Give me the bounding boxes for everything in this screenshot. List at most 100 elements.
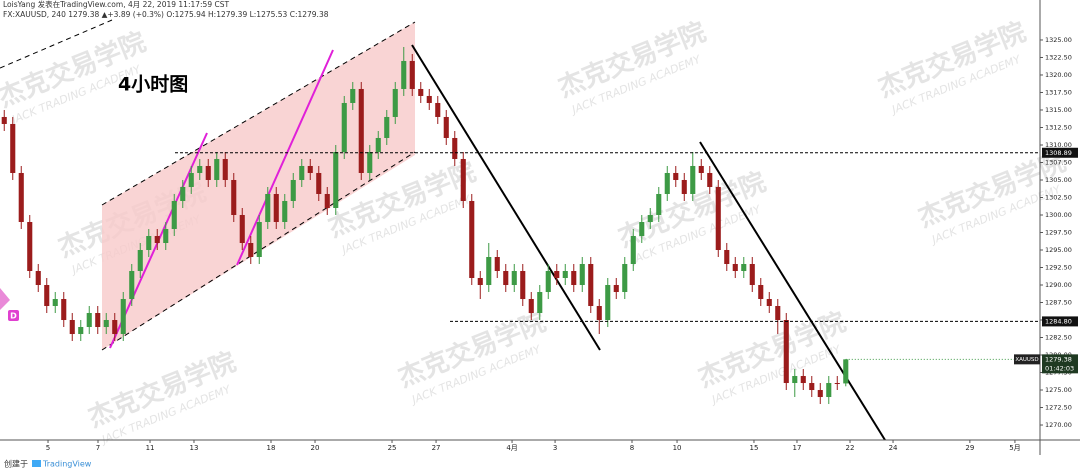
candle-body: [520, 271, 526, 300]
candle-body: [324, 193, 330, 208]
x-tick-label: 29: [965, 444, 974, 452]
channel-top-line: [0, 19, 113, 69]
footer-brand: TradingView: [42, 460, 92, 469]
candle-body: [605, 285, 611, 321]
y-tick-label: 1270.00: [1045, 421, 1072, 429]
candle-body: [350, 88, 356, 103]
candle-body: [188, 172, 194, 187]
y-tick-label: 1310.00: [1045, 141, 1072, 149]
candle-body: [698, 165, 704, 173]
candle-body: [137, 249, 143, 272]
candle-body: [180, 186, 186, 201]
x-tick-label: 5: [46, 444, 50, 452]
x-tick-label: 3: [553, 444, 557, 452]
y-tick-label: 1307.50: [1045, 158, 1072, 166]
candle-body: [826, 383, 832, 398]
candle-body: [647, 214, 653, 222]
level-label: 1284.80: [1045, 317, 1072, 325]
countdown-label: 01:42:03: [1045, 364, 1074, 372]
candle-body: [707, 172, 713, 187]
x-tick-label: 17: [793, 444, 802, 452]
candle-body: [418, 88, 424, 96]
x-tick-label: 25: [388, 444, 397, 452]
candle-body: [690, 165, 696, 194]
y-tick-label: 1290.00: [1045, 281, 1072, 289]
candle-body: [384, 116, 390, 138]
candle-body: [792, 376, 798, 384]
y-tick-label: 1295.00: [1045, 246, 1072, 254]
candle-body: [741, 264, 747, 272]
level-label-box: [1042, 147, 1078, 158]
candle-body: [392, 88, 398, 117]
marker-label: D: [10, 312, 17, 321]
x-tick-label: 11: [146, 444, 155, 452]
candle-body: [299, 165, 305, 180]
header-line1: LoisYang 发表在TradingView.com, 4月 22, 2019…: [3, 0, 229, 9]
last-price-label: 1279.38: [1045, 355, 1072, 363]
candle-body: [834, 383, 840, 385]
candle-body: [588, 264, 594, 307]
y-tick-label: 1292.50: [1045, 264, 1072, 272]
candle-body: [681, 179, 687, 194]
candle-body: [409, 60, 415, 89]
y-tick-label: 1325.00: [1045, 36, 1072, 44]
candle-body: [613, 285, 619, 293]
plot: [1, 46, 1040, 405]
trend-line: [236, 49, 334, 266]
candle-body: [112, 320, 118, 335]
candle-body: [435, 102, 441, 117]
candle-body: [256, 221, 262, 257]
candle-body: [817, 390, 823, 398]
candle-body: [775, 306, 781, 321]
candle-body: [494, 256, 500, 272]
candle-body: [154, 235, 160, 243]
level-label-box: [1042, 316, 1078, 327]
candle-body: [732, 264, 738, 272]
channel-fill: [102, 22, 415, 350]
x-tick-label: 13: [190, 444, 199, 452]
y-tick-label: 1322.50: [1045, 53, 1072, 61]
y-tick-label: 1282.50: [1045, 334, 1072, 342]
candle-body: [639, 221, 645, 236]
candle-body: [783, 320, 789, 384]
candle-body: [333, 151, 339, 208]
level-label: 1308.89: [1045, 149, 1072, 157]
candle-body: [61, 299, 67, 321]
candle-body: [120, 299, 126, 335]
marker-box: [8, 310, 19, 321]
candle-body: [367, 151, 373, 173]
x-tick-label: 22: [846, 444, 855, 452]
x-tick-label: 24: [889, 444, 898, 452]
candle-body: [52, 299, 58, 307]
y-tick-label: 1305.00: [1045, 176, 1072, 184]
trend-line: [699, 141, 886, 441]
candle-body: [800, 376, 806, 384]
candle-body: [129, 271, 135, 300]
candle-body: [664, 172, 670, 194]
candle-body: [10, 123, 16, 173]
candle-body: [562, 271, 568, 279]
candle-body: [766, 299, 772, 307]
candle-body: [290, 179, 296, 201]
candle-body: [44, 285, 50, 307]
symbol-label: XAUUSD: [1015, 357, 1038, 363]
candle-body: [205, 165, 211, 180]
candle-body: [469, 200, 475, 279]
candle-body: [214, 158, 220, 180]
candle-body: [537, 292, 543, 314]
y-tick-label: 1312.50: [1045, 123, 1072, 131]
x-tick-label: 27: [432, 444, 441, 452]
candle-body: [622, 264, 628, 293]
x-tick-label: 5月: [1009, 444, 1020, 452]
candle-body: [69, 320, 75, 335]
candle-body: [239, 214, 245, 243]
x-tick-label: 15: [750, 444, 759, 452]
footer-logo: [32, 460, 41, 467]
candle-body: [452, 137, 458, 159]
candle-body: [103, 320, 109, 328]
last-price-box: [1042, 354, 1078, 374]
candle-body: [231, 179, 237, 215]
y-tick-label: 1302.50: [1045, 193, 1072, 201]
x-tick-label: 4月: [506, 444, 517, 452]
footer-created: 创建于: [4, 459, 28, 469]
